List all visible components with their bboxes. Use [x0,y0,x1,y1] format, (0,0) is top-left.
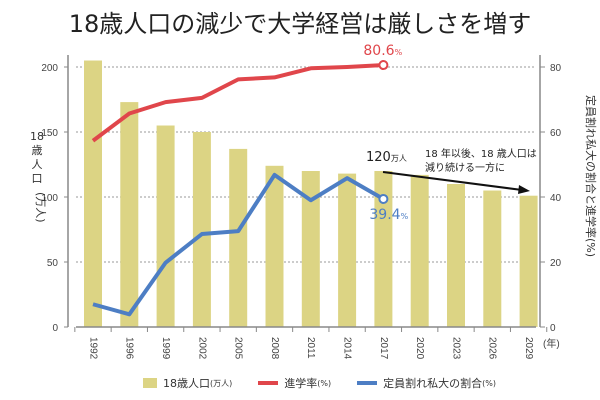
legend-item-rate: 進学率 (%) [258,375,331,391]
y-axis-label-left-unit: (万人) [34,192,47,223]
bar [410,174,429,327]
legend-label-rate: 進学率 [284,377,318,390]
y-tick-label-left: 50 [47,258,59,269]
legend: 18歳人口 (万人) 進学率 (%) 定員割れ私大の割合 (%) [143,375,516,391]
x-tick-label: 1999 [160,337,171,360]
legend-label-population: 18歳人口 [163,377,210,390]
annotation-note-line2: 減り続ける一方に [425,161,505,174]
x-tick-label: 2017 [378,337,389,360]
annotation-unfilled-value: 39.4 [369,207,400,223]
legend-swatch-rate [258,381,279,385]
y-tick-label-right: 80 [550,63,562,74]
bar [301,171,320,327]
y-tick-label-right: 0 [550,323,556,334]
annotation-rate-value: 80.6 [363,43,394,59]
chart-title: 18歳人口の減少で大学経営は厳しさを増す [68,10,532,38]
bar [519,195,538,327]
annotation-unfilled-unit: % [401,212,409,221]
trend-arrow [382,171,523,191]
annotation-note-line1: 18 年以後、18 歳人口は [425,147,537,160]
legend-unit-population: (万人) [210,378,233,388]
y-tick-label-right: 60 [550,128,562,139]
x-tick-label: 2014 [341,337,352,360]
x-tick-label: 1992 [87,337,98,360]
bar [338,173,357,327]
legend-swatch-unfilled [357,381,378,385]
legend-unit-unfilled: (%) [482,378,496,388]
y-tick-label-right: 20 [550,258,562,269]
line-rate-point [378,60,389,71]
y-axis-label-left: 口 [32,172,43,185]
x-tick-label: 2026 [487,337,498,360]
bar [192,132,211,327]
x-tick-label: 2020 [414,337,425,360]
x-tick-label: 2005 [233,337,244,360]
trend-arrow-head [518,185,530,194]
y-tick-label-left: 100 [41,193,58,204]
y-axis-label-left: 歳 [32,144,43,157]
axes: 0 50 100 150 200 0 20 40 60 80 1992 1996 1999 2002 200… [41,55,562,360]
x-tick-label: 2023 [450,337,461,360]
labels: 18歳人口(万人) 定員割れ私大の割合と進学率(%)80.6%39.4%120万人… [30,43,598,257]
annotation-population-value: 120 [366,150,391,165]
y-tick-label-left: 150 [41,128,58,139]
x-tick-label: 2002 [196,337,207,360]
legend-unit-rate: (%) [317,378,332,388]
bar [447,184,465,327]
x-tick-label: 2011 [305,337,316,359]
y-tick-label-left: 0 [52,323,58,334]
bar [374,171,393,327]
bars [84,60,538,327]
y-axis-label-right: 定員割れ私大の割合と進学率(%) [584,95,598,257]
bar [120,102,139,327]
annotation-unfilled-end: 39.4% [369,207,408,223]
x-tick-label: 1996 [124,337,135,360]
bar [156,125,175,327]
lines [91,60,389,317]
legend-item-unfilled: 定員割れ私大の割合 (%) [357,375,496,391]
legend-swatch-population [143,378,157,388]
annotation-rate-end: 80.6% [363,43,402,59]
x-axis-label: (年) [543,337,560,350]
bar [84,60,102,327]
legend-label-unfilled: 定員割れ私大の割合 [383,377,483,390]
bar [229,148,248,327]
x-tick-label: 2029 [523,337,534,360]
y-axis-label-left: 人 [32,158,43,171]
y-tick-label-left: 200 [41,63,58,74]
y-axis-label-left: 18 [30,130,44,143]
bar [265,165,284,327]
legend-item-population: 18歳人口 (万人) [143,375,232,391]
x-tick-label: 2008 [269,337,280,360]
annotation-rate-unit: % [395,48,403,57]
line-unfilled-point [378,193,389,204]
bar [483,190,502,327]
annotation-population-unit: 万人 [391,154,407,163]
y-tick-label-right: 40 [550,193,562,204]
annotation-population: 120万人 [366,150,407,165]
